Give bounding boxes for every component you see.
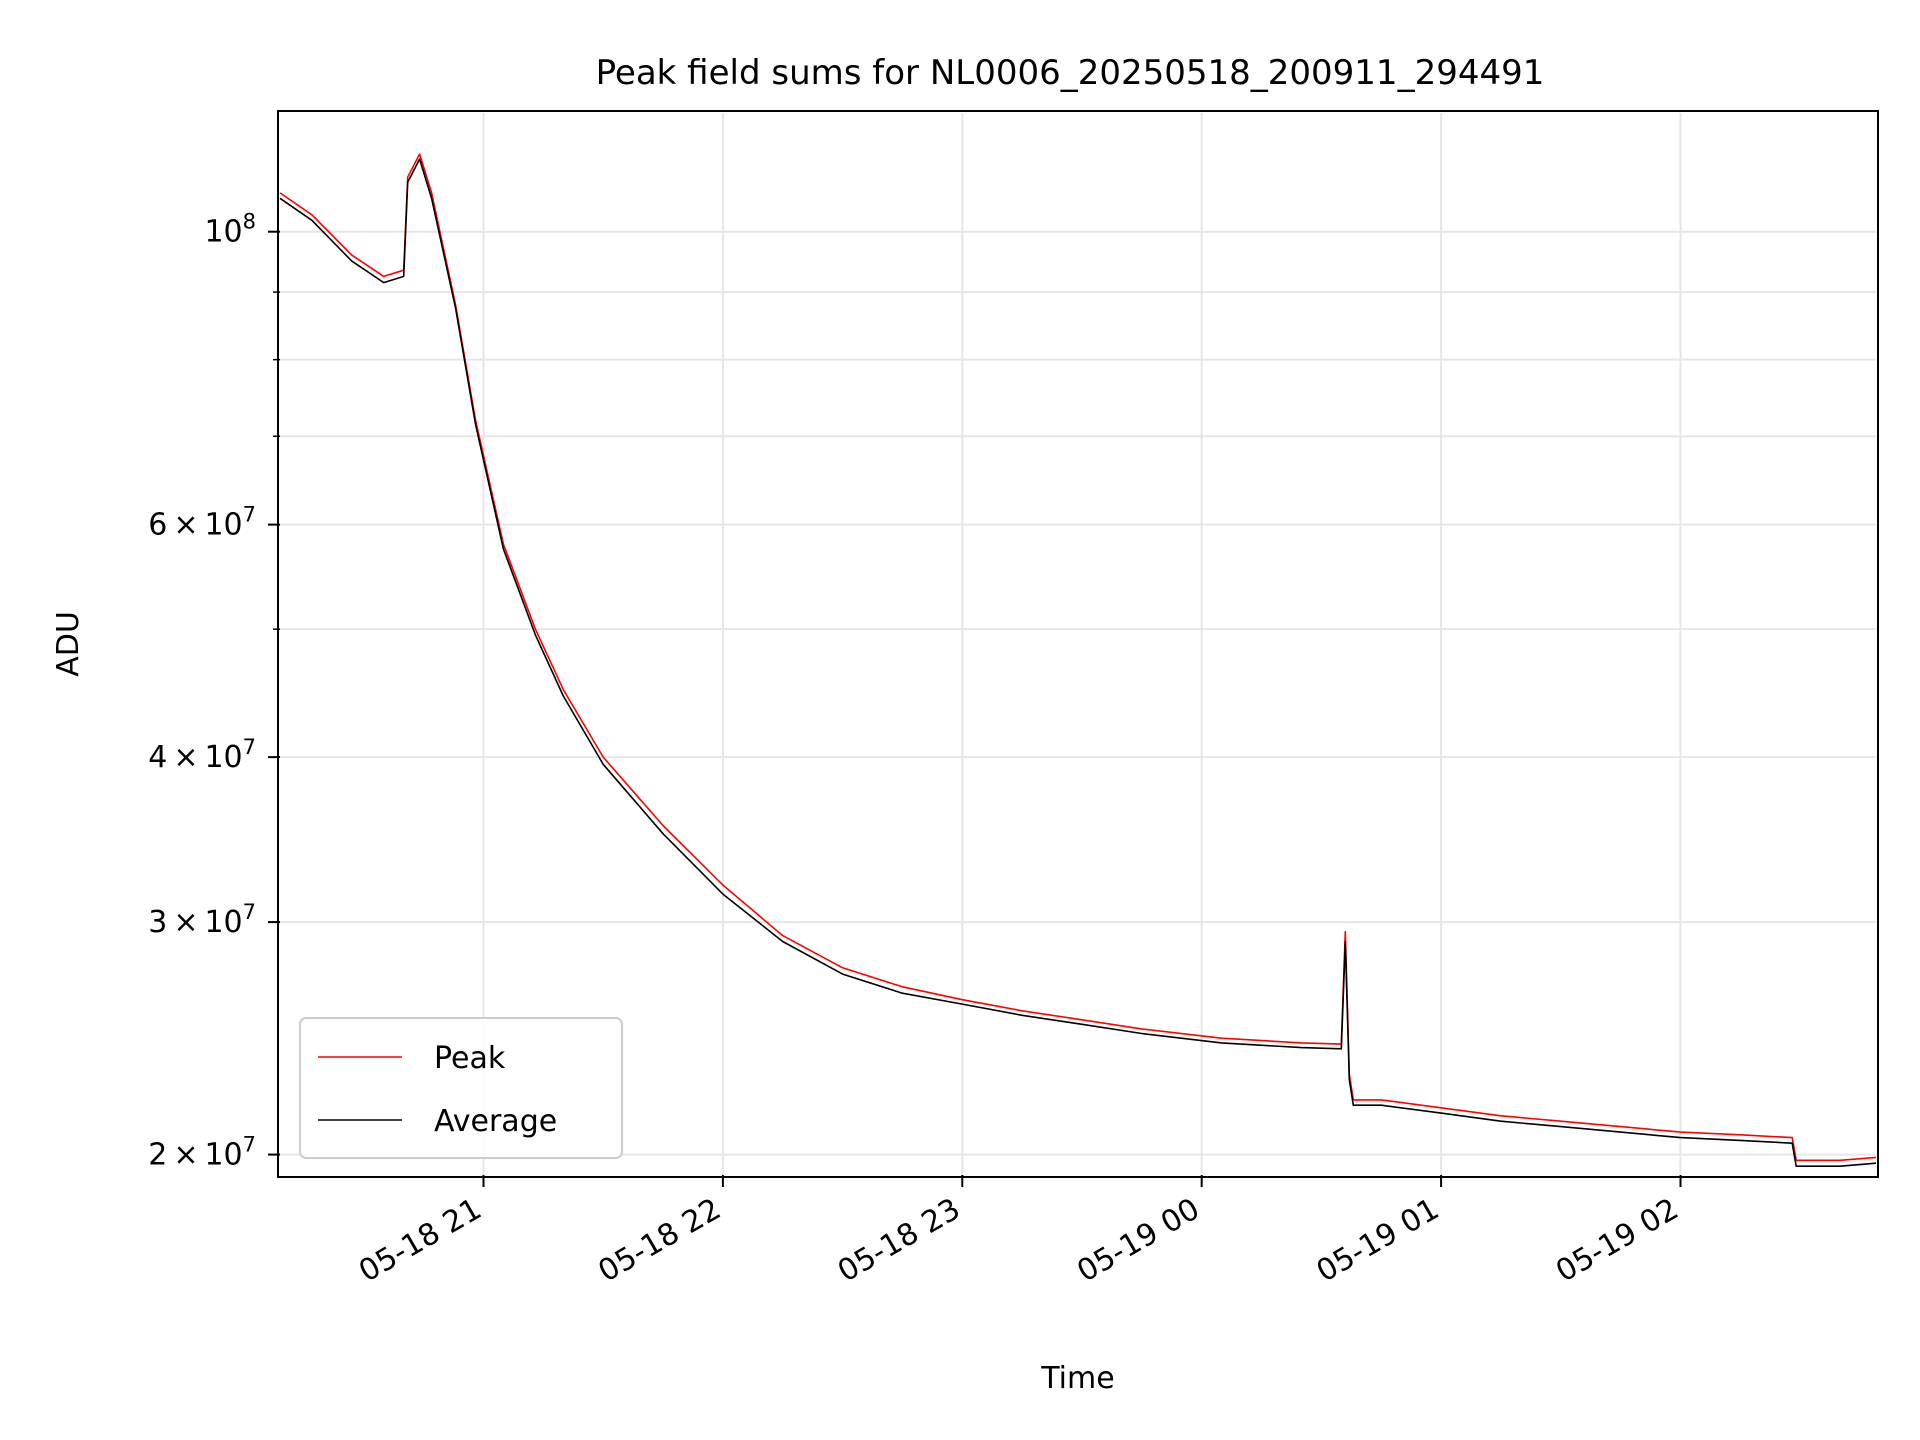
data-series <box>279 153 1877 1167</box>
chart-title: Peak field sums for NL0006_20250518_2009… <box>596 53 1545 93</box>
legend-peak-label: Peak <box>434 1041 506 1076</box>
y-tick-label: 3 × 107 <box>148 900 256 940</box>
x-tick-label: 05-19 00 <box>1071 1192 1205 1290</box>
y-axis-ticks: 2 × 107 3 × 107 4 × 107 6 × 107 108 <box>148 210 280 1173</box>
grid-lines <box>280 113 1876 1175</box>
x-tick-label: 05-18 22 <box>593 1192 727 1290</box>
series-line-peak <box>279 153 1877 1162</box>
x-tick-label: 05-19 02 <box>1550 1192 1684 1290</box>
legend: Peak Average <box>299 1017 623 1159</box>
x-axis-ticks: 05-18 21 05-18 22 05-18 23 05-19 00 05-19 01… <box>353 1175 1684 1289</box>
plot-frame <box>277 110 1879 1178</box>
y-tick-label: 6 × 107 <box>148 503 256 543</box>
series-line-average <box>279 158 1877 1167</box>
x-axis-label: Time <box>1040 1361 1114 1396</box>
y-tick-label: 2 × 107 <box>148 1133 256 1173</box>
x-tick-label: 05-18 21 <box>353 1192 487 1290</box>
legend-average-label: Average <box>434 1104 557 1139</box>
x-tick-label: 05-19 01 <box>1311 1192 1445 1290</box>
y-axis-label: ADU <box>51 611 86 677</box>
legend-box <box>299 1017 623 1159</box>
x-tick-label: 05-18 23 <box>832 1192 966 1290</box>
y-tick-label: 108 <box>204 210 256 250</box>
y-tick-label: 4 × 107 <box>148 735 256 775</box>
